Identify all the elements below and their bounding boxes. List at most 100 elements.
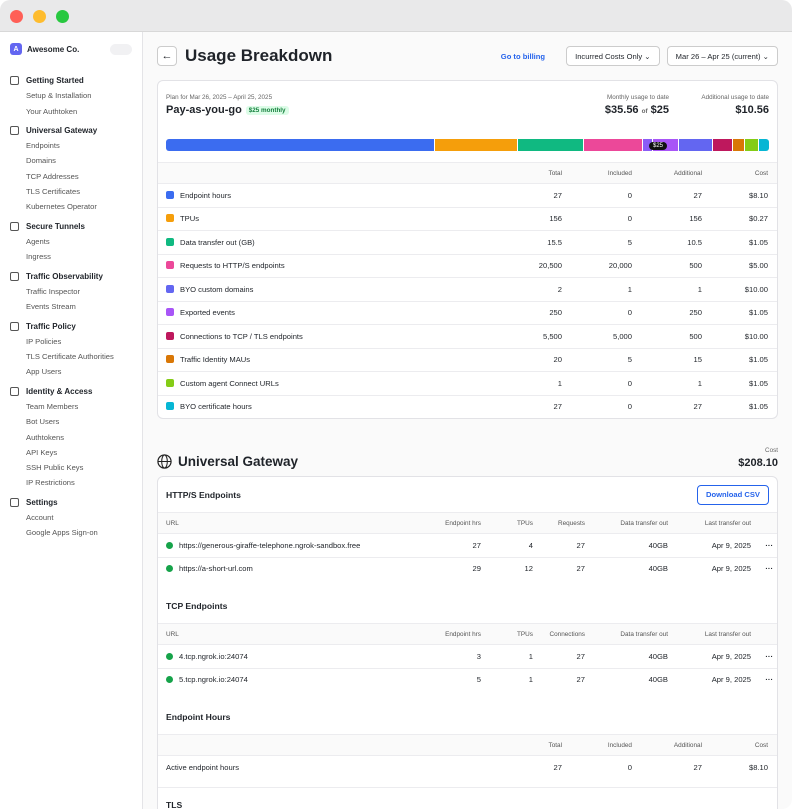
- cell: $1.05: [702, 379, 768, 388]
- nav-section[interactable]: Traffic Policy: [10, 318, 142, 333]
- usage-row: Endpoint hours 27 0 27 $8.10: [158, 183, 777, 207]
- nav-item[interactable]: TLS Certificates: [26, 187, 81, 197]
- nav-item[interactable]: API Keys: [26, 447, 58, 457]
- nav-icon: [10, 497, 19, 507]
- usage-name: Traffic Identity MAUs: [166, 355, 492, 364]
- nav-item[interactable]: Agents: [26, 236, 50, 246]
- plan-name: Pay-as-you-go: [166, 104, 242, 116]
- row-menu[interactable]: ···: [765, 564, 773, 574]
- back-button[interactable]: ←: [157, 46, 177, 66]
- nav-item[interactable]: Bot Users: [26, 417, 60, 427]
- nav-item[interactable]: Google Apps Sign-on: [26, 528, 98, 538]
- cell: 15.5: [492, 238, 562, 247]
- zoom-button[interactable]: [56, 10, 69, 23]
- cell: $10.00: [702, 285, 768, 294]
- cell: $10.00: [702, 332, 768, 341]
- nav-item[interactable]: IP Restrictions: [26, 478, 75, 488]
- color-swatch: [166, 355, 174, 364]
- cell-text: $8.10: [748, 190, 768, 200]
- download-button[interactable]: Download CSV: [696, 484, 769, 505]
- monthly-label: Monthly usage to date: [607, 94, 669, 101]
- cell-text: Apr 9, 2025: [711, 540, 751, 550]
- cell-text: 0: [627, 190, 632, 200]
- header-cell: Last transfer out: [704, 630, 751, 638]
- nav-item[interactable]: Endpoints: [26, 141, 60, 151]
- theme-toggle[interactable]: [110, 43, 132, 55]
- nav-section[interactable]: Settings: [10, 495, 142, 510]
- nav-section[interactable]: Secure Tunnels: [10, 219, 142, 234]
- cell-text: 4: [528, 540, 533, 550]
- section-title: TCP Endpoints: [158, 588, 777, 623]
- cell-text: 5.tcp.ngrok.io:24074: [179, 675, 248, 685]
- cell-text: Exported events: [180, 308, 235, 318]
- cell: 500: [632, 261, 702, 270]
- nav-item[interactable]: TLS Certificate Authorities: [26, 352, 114, 362]
- cell-text: Apr 9, 2025: [711, 651, 751, 661]
- section-title-text: TCP Endpoints: [166, 600, 228, 611]
- section-title-text: TLS: [166, 799, 183, 809]
- header: ← Usage Breakdown Go to billing Incurred…: [157, 32, 778, 80]
- cell-text: Data transfer out (GB): [180, 237, 255, 247]
- nav-item[interactable]: Account: [26, 513, 54, 523]
- cell: 5,000: [562, 332, 632, 341]
- filter-dropdown[interactable]: Incurred Costs Only ⌄: [566, 46, 660, 66]
- cell: 4: [481, 541, 533, 550]
- nav-item[interactable]: Events Stream: [26, 302, 76, 312]
- cell-text: $10.00: [744, 331, 768, 341]
- cell-text: 27: [576, 564, 585, 574]
- nav-item[interactable]: Your Authtoken: [26, 106, 78, 116]
- nav-item[interactable]: SSH Public Keys: [26, 463, 84, 473]
- header-cell: Requests: [558, 519, 585, 527]
- nav-item[interactable]: Ingress: [26, 252, 51, 262]
- minimize-button[interactable]: [33, 10, 46, 23]
- row-menu[interactable]: ···: [765, 675, 773, 685]
- nav-section[interactable]: Traffic Observability: [10, 269, 142, 284]
- cost-label: Cost: [765, 447, 778, 454]
- endpoint-url: 4.tcp.ngrok.io:24074: [166, 652, 421, 661]
- monthly-row: $35.56 of $25: [605, 104, 669, 116]
- nav-section[interactable]: Identity & Access: [10, 384, 142, 399]
- included-marker: $25: [649, 142, 668, 150]
- plan-table: Total Included Additional Cost Endpoint hour…: [158, 162, 777, 418]
- nav-item[interactable]: TCP Addresses: [26, 171, 79, 181]
- nav-item[interactable]: Team Members: [26, 401, 79, 411]
- additional-usage: Additional usage to date $10.56: [701, 94, 769, 116]
- color-swatch: [166, 378, 174, 387]
- usage-row: BYO custom domains 2 1 1 $10.00: [158, 277, 777, 301]
- header-cell: Data transfer out: [620, 519, 668, 527]
- row-menu[interactable]: ···: [765, 540, 773, 550]
- endpoint-row: 5.tcp.ngrok.io:24074 5 1 27 40GB Apr 9, 2025 ·…: [158, 667, 777, 692]
- org-switcher[interactable]: A Awesome Co.: [10, 42, 142, 56]
- usage-row: Traffic Identity MAUs 20 5 15 $1.05: [158, 347, 777, 372]
- nav-item[interactable]: IP Policies: [26, 336, 62, 346]
- cell: Apr 9, 2025: [668, 675, 751, 684]
- cell-text: Traffic Identity MAUs: [180, 355, 251, 365]
- nav-item[interactable]: Traffic Inspector: [26, 286, 81, 296]
- nav-icon: [10, 321, 19, 331]
- main: ← Usage Breakdown Go to billing Incurred…: [143, 32, 792, 809]
- nav-item[interactable]: Kubernetes Operator: [26, 202, 97, 212]
- close-button[interactable]: [10, 10, 23, 23]
- billing-link[interactable]: Go to billing: [500, 51, 546, 61]
- date-dropdown[interactable]: Mar 26 – Apr 25 (current) ⌄: [666, 46, 778, 66]
- cell-text: $1.05: [748, 237, 768, 247]
- nav-item[interactable]: Domains: [26, 156, 56, 166]
- cell-text: 27: [576, 540, 585, 550]
- nav-item[interactable]: Setup & Installation: [26, 91, 92, 101]
- nav-item[interactable]: Authtokens: [26, 432, 64, 442]
- cell-text: 1: [627, 284, 632, 294]
- nav-section[interactable]: Getting Started: [10, 73, 142, 88]
- cell: 20,000: [562, 261, 632, 270]
- cell: 40GB: [585, 541, 668, 550]
- cell-text: 15.5: [547, 237, 562, 247]
- nav-section[interactable]: Universal Gateway: [10, 123, 142, 138]
- row-menu[interactable]: ···: [765, 651, 773, 661]
- header-cell: URL: [166, 630, 179, 638]
- nav-section-title: Settings: [26, 497, 58, 507]
- cell-text: 40GB: [648, 675, 668, 685]
- nav-section-title: Traffic Observability: [26, 271, 103, 281]
- nav-item[interactable]: App Users: [26, 367, 62, 377]
- cell: 40GB: [585, 675, 668, 684]
- cell-text: Endpoint hours: [180, 190, 232, 200]
